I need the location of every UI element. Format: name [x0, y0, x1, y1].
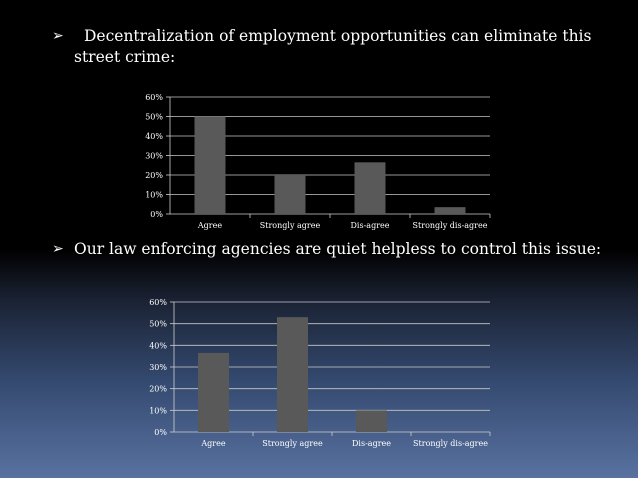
bar-dis-agree — [356, 410, 387, 432]
bar-strongly-dis-agree — [434, 207, 466, 214]
y-tick-label: 10% — [145, 191, 163, 200]
y-tick-label: 60% — [145, 93, 163, 102]
x-tick-label: Strongly dis-agree — [413, 439, 488, 448]
bullet-employment-line2: street crime: — [74, 48, 176, 66]
y-tick-label: 0% — [154, 428, 167, 437]
x-tick-label: Agree — [200, 439, 225, 448]
x-tick-label: Agree — [197, 221, 222, 230]
y-tick-label: 60% — [149, 298, 167, 307]
x-tick-label: Strongly agree — [262, 439, 323, 448]
y-tick-label: 40% — [149, 341, 167, 350]
bar-agree — [194, 116, 226, 214]
arrow-bullet-icon: ➢ — [52, 28, 64, 44]
x-tick-label: Strongly dis-agree — [413, 221, 488, 230]
arrow-bullet-icon: ➢ — [52, 241, 64, 257]
y-tick-label: 20% — [149, 385, 167, 394]
bar-strongly-agree — [274, 175, 306, 214]
bar-agree — [198, 352, 229, 432]
y-tick-label: 20% — [145, 171, 163, 180]
bar-dis-agree — [354, 162, 386, 214]
y-tick-label: 40% — [145, 132, 163, 141]
bullet-employment: ➢ Decentralization of employment opportu… — [52, 26, 612, 68]
y-tick-label: 30% — [145, 152, 163, 161]
x-tick-label: Strongly agree — [260, 221, 321, 230]
bullet-law-enforcement-line1: Our law enforcing agencies are quiet hel… — [74, 240, 602, 258]
bullet-employment-line1: Decentralization of employment opportuni… — [84, 27, 592, 45]
bar-strongly-agree — [277, 317, 308, 432]
y-tick-label: 50% — [145, 113, 163, 122]
y-tick-label: 50% — [149, 320, 167, 329]
x-tick-label: Dis-agree — [352, 439, 391, 448]
y-tick-label: 0% — [150, 210, 163, 219]
x-tick-label: Dis-agree — [351, 221, 390, 230]
y-tick-label: 10% — [149, 406, 167, 415]
y-tick-label: 30% — [149, 363, 167, 372]
bullet-law-enforcement: ➢ Our law enforcing agencies are quiet h… — [52, 239, 622, 260]
